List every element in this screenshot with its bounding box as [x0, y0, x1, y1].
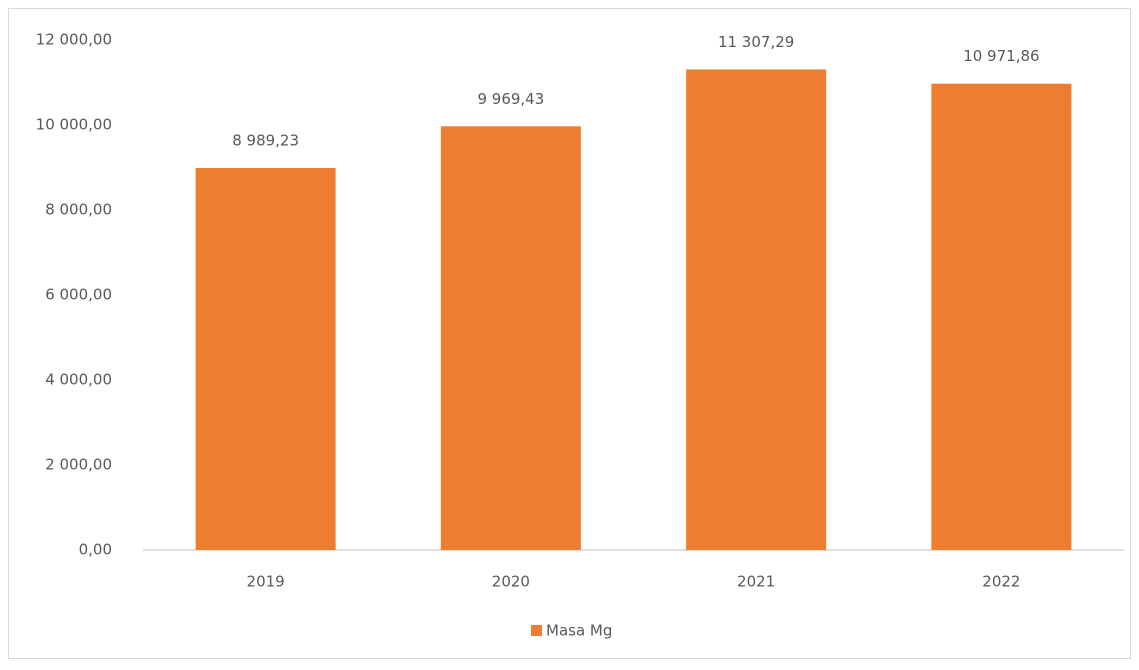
x-tick-label: 2022 — [982, 573, 1020, 591]
y-tick-label: 0,00 — [79, 541, 112, 559]
x-tick-label: 2020 — [492, 573, 530, 591]
y-tick-label: 4 000,00 — [45, 371, 112, 389]
data-label: 11 307,29 — [718, 33, 794, 51]
bar — [931, 83, 1072, 550]
data-label: 8 989,23 — [232, 131, 299, 149]
y-tick-label: 2 000,00 — [45, 456, 112, 474]
bar — [440, 126, 581, 550]
y-tick-label: 10 000,00 — [36, 116, 112, 134]
data-label: 10 971,86 — [963, 47, 1039, 65]
y-tick-label: 12 000,00 — [36, 31, 112, 49]
bar — [195, 167, 336, 551]
legend-label: Masa Mg — [546, 622, 612, 640]
data-label: 9 969,43 — [477, 90, 544, 108]
x-tick-label: 2019 — [247, 573, 285, 591]
y-tick-label: 8 000,00 — [45, 201, 112, 219]
bar — [686, 69, 827, 550]
x-tick-label: 2021 — [737, 573, 775, 591]
y-tick-label: 6 000,00 — [45, 286, 112, 304]
legend-swatch — [531, 625, 542, 636]
